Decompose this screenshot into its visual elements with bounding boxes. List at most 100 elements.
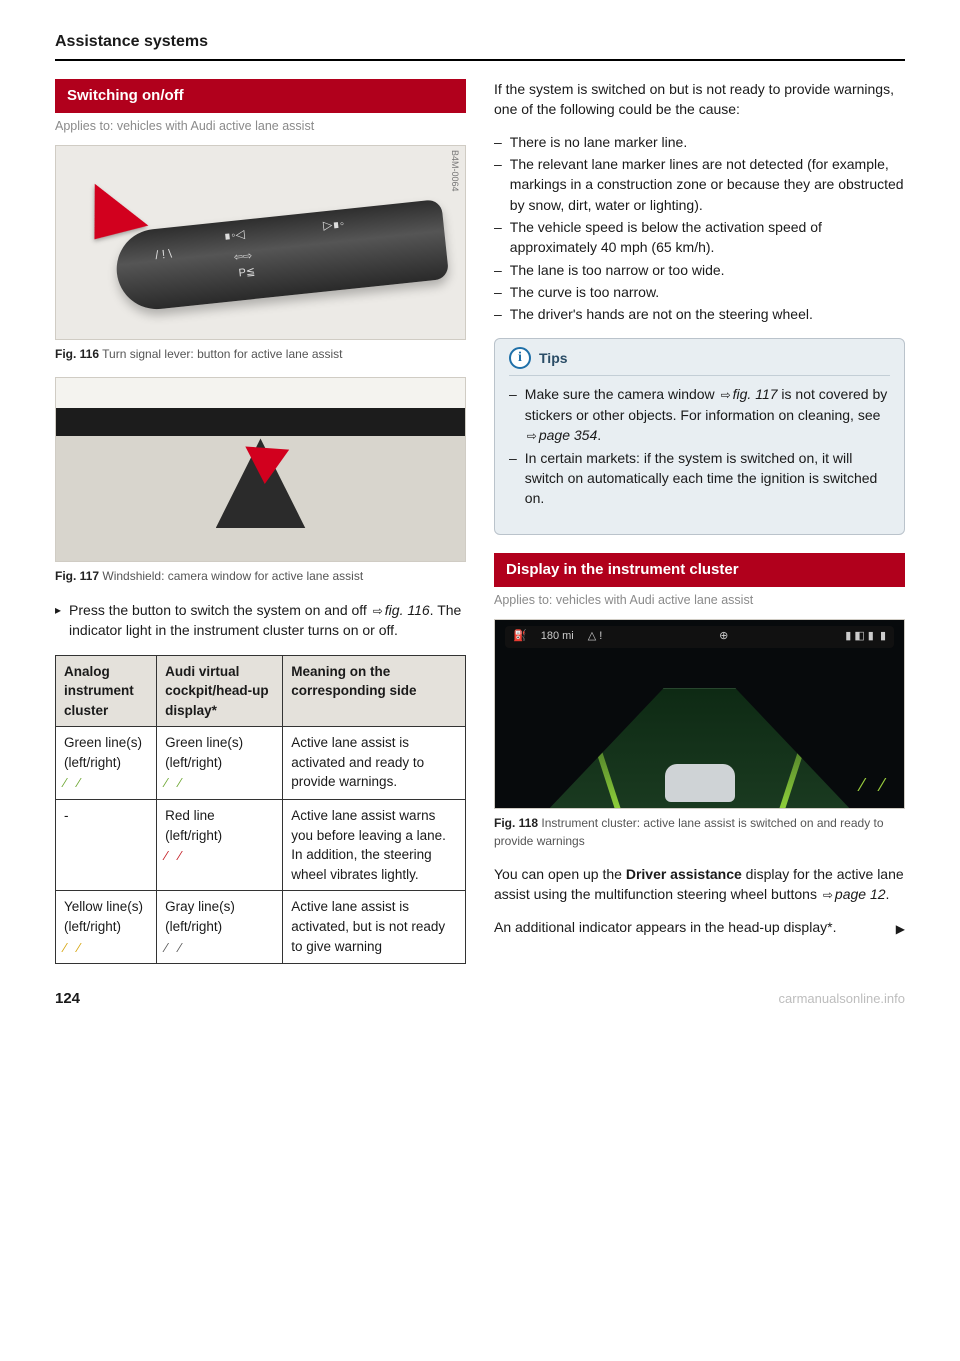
cell-meaning: Active lane assist is activated, but is … [283,891,466,964]
applies-to-note: Applies to: vehicles with Audi active la… [55,117,466,135]
cause-text: The vehicle speed is below the activatio… [510,217,905,258]
section-banner-switching: Switching on/off [55,79,466,113]
tip-text: In certain markets: if the system is swi… [525,448,890,509]
list-item: –The curve is too narrow. [494,282,905,302]
right-column: If the system is switched on but is not … [494,79,905,964]
table-row: Green line(s) (left/right)⁄ ⁄Green line(… [56,727,466,800]
turn-signal-lever-graphic: / ! \ ∎◦◁ ⇦⇨ P≦ ▷∎◦ [113,199,450,313]
car-silhouette-graphic [665,764,735,802]
triangle-bullet-icon: ▸ [55,600,61,641]
figure-117-caption: Fig. 117 Windshield: camera window for a… [55,568,466,585]
range-readout: 180 mi [541,629,574,645]
figure-116-caption: Fig. 116 Turn signal lever: button for a… [55,346,466,363]
tips-title: Tips [539,348,568,368]
lane-assist-table: Analog instrument cluster Audi virtual c… [55,655,466,965]
t: . [886,886,890,902]
cell-meaning: Active lane assist is activated and read… [283,727,466,800]
list-item: –There is no lane marker line. [494,132,905,152]
cause-text: The lane is too narrow or too wide. [510,260,725,280]
figure-118-image: B4M-0235 ⛽ 180 mi △ ! ⊕ ▮ ◧ ▮ ▮ ⁄ ⁄ [494,619,905,809]
figure-118-caption: Fig. 118 Instrument cluster: active lane… [494,815,905,850]
list-item: –The vehicle speed is below the activati… [494,217,905,258]
fuel-icon: ⛽ [513,629,527,645]
tips-callout: i Tips – Make sure the camera window fig… [494,338,905,535]
text: Press the button to switch the system on… [69,602,371,618]
figure-code: B4M-0064 [448,150,461,192]
instruction-text: Press the button to switch the system on… [69,600,466,641]
fig-ref: fig. 117 [733,386,778,402]
list-item: –The lane is too narrow or too wide. [494,260,905,280]
continued-triangle-icon: ▶ [896,921,905,938]
page-ref: page 12 [835,886,886,902]
cell-analog: Green line(s) (left/right)⁄ ⁄ [56,727,157,800]
tip-text: Make sure the camera window fig. 117 is … [525,384,890,445]
left-column: Switching on/off Applies to: vehicles wi… [55,79,466,964]
causes-list: –There is no lane marker line.–The relev… [494,132,905,325]
table-row: Yellow line(s) (left/right)⁄ ⁄Gray line(… [56,891,466,964]
crossref-arrow-icon [719,386,733,402]
figure-117-image: B4M-0090 [55,377,466,562]
cause-text: The relevant lane marker lines are not d… [510,154,905,215]
tips-header: i Tips [509,339,890,376]
table-row: -Red line (left/right)⁄ ⁄Active lane ass… [56,800,466,891]
tips-list: – Make sure the camera window fig. 117 i… [509,384,890,508]
caption-text: Instrument cluster: active lane assist i… [494,816,884,847]
warning-icon: △ ! [588,629,603,645]
cell-virtual: Red line (left/right)⁄ ⁄ [157,800,283,891]
crossref-arrow-icon [821,886,835,902]
two-column-layout: Switching on/off Applies to: vehicles wi… [55,79,905,964]
dash-bullet: – [509,448,517,509]
cause-text: The driver's hands are not on the steeri… [510,304,813,324]
dash-bullet: – [494,132,502,152]
dash-bullet: – [494,217,502,258]
bold-term: Driver assistance [626,866,742,882]
crossref-arrow-icon [371,602,385,618]
red-pointer-arrow-icon [243,447,289,486]
figure-116-image: B4M-0064 / ! \ ∎◦◁ ⇦⇨ P≦ ▷∎◦ [55,145,466,340]
intro-paragraph: If the system is switched on but is not … [494,79,905,120]
t: Make sure the camera window [525,386,719,402]
col-header-analog: Analog instrument cluster [56,655,157,727]
list-item: –The relevant lane marker lines are not … [494,154,905,215]
cause-text: The curve is too narrow. [510,282,659,302]
caption-text: Windshield: camera window for active lan… [102,569,363,583]
info-icon: i [509,347,531,369]
page-ref: page 354 [539,427,597,443]
status-icons: ▮ ◧ ▮ ▮ [845,629,886,645]
watermark-text: carmanualsonline.info [779,990,905,1009]
caption-num: Fig. 117 [55,569,99,583]
driver-assistance-paragraph: You can open up the Driver assistance di… [494,864,905,905]
instruction-block: ▸ Press the button to switch the system … [55,600,466,641]
dash-bullet: – [494,282,502,302]
cell-analog: - [56,800,157,891]
cell-virtual: Gray line(s) (left/right)⁄ ⁄ [157,891,283,964]
caption-num: Fig. 116 [55,347,99,361]
hud-lane-marks: ⁄ ⁄ [861,772,890,798]
section-banner-display: Display in the instrument cluster [494,553,905,587]
hud-paragraph: An additional indicator appears in the h… [494,917,905,937]
cause-text: There is no lane marker line. [510,132,687,152]
fig-ref: fig. 116 [385,602,430,618]
t: You can open up the [494,866,626,882]
col-header-meaning: Meaning on the corresponding side [283,655,466,727]
cluster-status-bar: ⛽ 180 mi △ ! ⊕ ▮ ◧ ▮ ▮ [505,626,894,648]
col-header-virtual: Audi virtual cockpit/head-up display* [157,655,283,727]
cell-meaning: Active lane assist warns you before leav… [283,800,466,891]
list-item: –The driver's hands are not on the steer… [494,304,905,324]
page-number: 124 [55,988,80,1010]
cell-analog: Yellow line(s) (left/right)⁄ ⁄ [56,891,157,964]
dash-bullet: – [509,384,517,445]
dash-bullet: – [494,154,502,215]
t: An additional indicator appears in the h… [494,919,836,935]
caption-num: Fig. 118 [494,816,538,830]
page-header: Assistance systems [55,30,905,61]
dash-bullet: – [494,260,502,280]
lane-icon: ⊕ [719,629,728,645]
crossref-arrow-icon [525,427,539,443]
cell-virtual: Green line(s) (left/right)⁄ ⁄ [157,727,283,800]
applies-to-note: Applies to: vehicles with Audi active la… [494,591,905,609]
caption-text: Turn signal lever: button for active lan… [102,347,342,361]
dash-bullet: – [494,304,502,324]
page-footer: 124 carmanualsonline.info [55,988,905,1010]
t: . [597,427,601,443]
